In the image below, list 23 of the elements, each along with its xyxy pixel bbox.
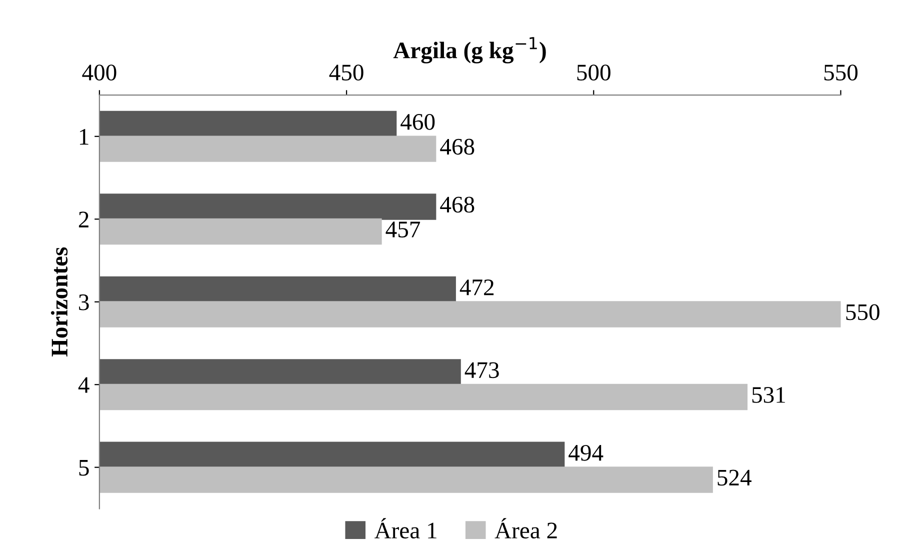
data-label: 494 — [568, 444, 604, 461]
legend-label: Área 1 — [374, 518, 436, 539]
x-tick-label: 450 — [329, 64, 364, 81]
data-label: 524 — [718, 470, 752, 486]
data-label: 550 — [846, 304, 880, 320]
data-label: 468 — [440, 196, 474, 213]
x-tick-label: 500 — [577, 64, 610, 81]
y-tick-label: 2 — [78, 212, 88, 228]
data-label: 468 — [440, 138, 474, 155]
y-tick-label: 1 — [80, 129, 88, 145]
x-axis-title: Argila (g kg$^{−1}$) — [393, 37, 546, 64]
y-tick-label: 3 — [79, 294, 89, 310]
x-tick-label: 550 — [824, 64, 858, 81]
data-label: 531 — [752, 387, 785, 403]
legend-label: Área 2 — [494, 518, 557, 539]
x-tick-label: 400 — [82, 64, 116, 81]
data-label: 472 — [460, 279, 494, 296]
data-label: 457 — [386, 222, 420, 238]
y-tick-label: 5 — [79, 460, 89, 476]
data-label: 460 — [400, 114, 435, 130]
y-axis-title: Horizontes — [50, 247, 68, 357]
data-label: 473 — [464, 362, 499, 378]
y-tick-label: 4 — [78, 377, 90, 393]
